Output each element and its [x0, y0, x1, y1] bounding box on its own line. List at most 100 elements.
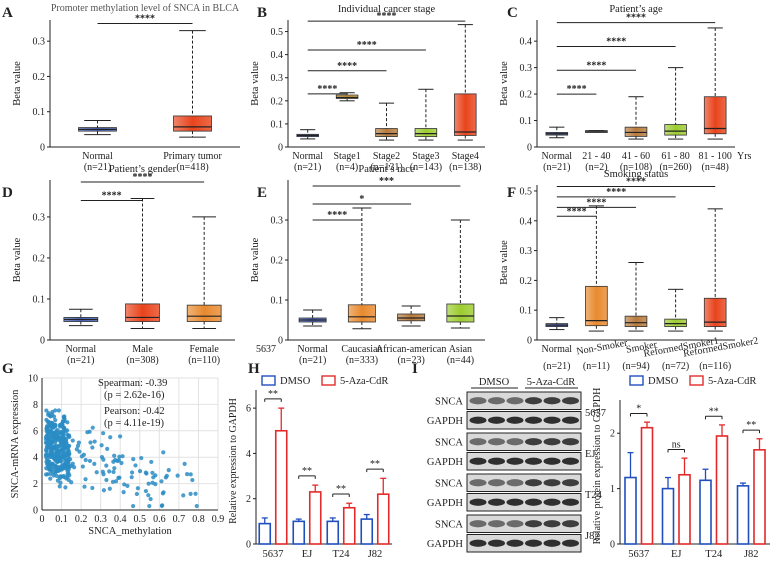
sample-size-label: (n=21) — [84, 162, 111, 173]
x-category-label: Non-Smoker — [576, 338, 629, 358]
scatter-point — [116, 475, 121, 480]
bar-aza — [753, 449, 766, 545]
scatter-point — [149, 459, 154, 465]
y-tick-label: 0 — [33, 506, 38, 517]
sample-size-label: (n=260) — [659, 162, 691, 173]
blot-band — [562, 397, 579, 405]
x-category-label: T24 — [333, 549, 351, 560]
panel-d: D Patient’s gender 0 0.1 0.2 0.3 Beta value Nor… — [2, 164, 235, 366]
y-axis-label: Beta value — [499, 61, 510, 106]
scatter-point — [68, 457, 73, 462]
spearman-p-label: (p = 2.62e-16) — [104, 390, 165, 401]
panel-letter: H — [248, 361, 260, 377]
x-category-label: Stage3 — [412, 151, 439, 162]
scatter-point — [133, 463, 138, 468]
scatter-point — [153, 482, 158, 487]
blot-cell-line-label: 5637 — [585, 408, 606, 419]
scatter-point — [45, 453, 51, 458]
scatter-point — [150, 470, 155, 475]
box-rect — [703, 96, 727, 135]
blot-band — [488, 498, 505, 506]
blot-band — [543, 457, 561, 465]
scatter-point — [65, 472, 70, 477]
panel-title: Patient’s race — [358, 164, 415, 175]
blot-band — [469, 498, 487, 506]
x-category-label: 5637 — [263, 549, 284, 560]
scatter-point — [80, 464, 85, 469]
scatter-point — [50, 439, 55, 445]
panel-letter: A — [2, 5, 13, 21]
scatter-point — [87, 458, 93, 464]
y-tick-label: 0.3 — [520, 63, 533, 74]
scatter-point — [61, 474, 66, 480]
scatter-point — [185, 472, 190, 477]
y-tick-label: 0.3 — [271, 216, 284, 227]
scatter-point — [46, 435, 51, 441]
box-0: Normal(n=21) — [292, 129, 323, 173]
box-4: ReformedSmoker2(n=116) — [682, 208, 759, 372]
y-tick-label: 6 — [33, 426, 38, 437]
scatter-point — [62, 416, 67, 422]
x-tick-label: 0.1 — [55, 514, 68, 525]
scatter-point — [143, 470, 148, 475]
blot-band — [562, 498, 579, 506]
x-category-label: African-american — [376, 344, 447, 355]
y-tick-label: 6 — [246, 404, 251, 415]
box-2: Female(n=110) — [186, 216, 222, 366]
scatter-point — [117, 454, 122, 459]
sample-size-label: (n=418) — [176, 162, 208, 173]
bar-aza — [640, 426, 654, 545]
sample-size-label: (n=333) — [346, 355, 378, 366]
x-category-label: Normal — [292, 151, 323, 162]
sample-size-label: (n=143) — [410, 162, 442, 173]
scatter-point — [77, 449, 82, 454]
sample-size-label: (n=72) — [662, 361, 689, 372]
significance-stars: **** — [133, 172, 153, 183]
blot-band — [525, 397, 542, 405]
x-category-label: Male — [132, 344, 153, 355]
y-tick-label: 2 — [610, 429, 615, 440]
bar-dmso — [292, 520, 306, 545]
panel-title: Promoter methylation level of SNCA in BL… — [51, 3, 240, 14]
bar-aza — [342, 506, 356, 545]
blot-protein-label: SNCA — [435, 397, 463, 408]
significance-stars: **** — [606, 36, 626, 47]
bar-dmso — [360, 518, 374, 545]
scatter-point — [60, 430, 65, 435]
blot-band — [488, 539, 505, 547]
panel-title: Patient’s age — [609, 4, 663, 15]
blot-band — [543, 397, 561, 405]
blot-strip — [466, 514, 582, 533]
blot-band — [506, 457, 524, 465]
scatter-point — [88, 440, 93, 445]
scatter-point — [48, 464, 53, 469]
sample-size-label: (n=110) — [188, 355, 220, 366]
blot-band — [488, 520, 505, 528]
panel-c: C Patient’s age 0 0.1 0.2 0.3 0.4 Beta value Nor… — [499, 4, 752, 173]
blot-cell-line-label: T24 — [585, 490, 603, 501]
box-1: Male(n=308) — [125, 197, 160, 366]
x-tick-label: 0.5 — [134, 514, 147, 525]
pearson-label: Pearson: -0.42 — [104, 406, 165, 417]
panel-e: E Patient’s race 0 0.1 0.2 0.3 Beta value Norma… — [250, 164, 485, 366]
box-rect — [446, 303, 475, 323]
blot-band — [469, 416, 487, 424]
y-tick-label: 2 — [33, 479, 38, 490]
significance-stars: **** — [567, 84, 587, 95]
x-category-label: Caucasian — [341, 344, 382, 355]
scatter-point — [90, 485, 95, 491]
scatter-point — [61, 425, 66, 430]
significance-stars: **** — [317, 84, 337, 95]
bar-aza — [715, 435, 729, 545]
scatter-point — [194, 503, 199, 509]
scatter-point — [188, 472, 193, 477]
scatter-point — [135, 486, 140, 491]
significance-stars: **** — [327, 210, 347, 221]
blot-band — [525, 539, 542, 547]
box-rect — [173, 115, 212, 132]
y-axis-label: Beta value — [12, 61, 23, 106]
box-3: Asian(n=44) — [446, 219, 475, 366]
box-rect — [375, 128, 398, 138]
box-rect — [125, 303, 160, 322]
